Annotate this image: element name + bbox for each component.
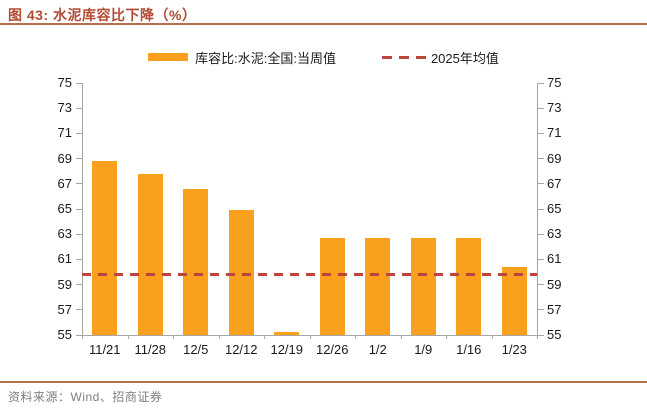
bar-1/23	[501, 266, 527, 335]
figure-title: 图 43: 水泥库容比下降（%）	[8, 7, 197, 23]
mean-dashed-line	[82, 273, 537, 277]
x-axis-label: 11/21	[88, 342, 121, 357]
x-axis-label: 12/19	[270, 342, 304, 357]
y-tick-left	[76, 183, 82, 185]
x-tick	[127, 335, 129, 339]
y-axis-label-left: 73	[57, 100, 72, 116]
y-axis-label-left: 75	[57, 75, 72, 90]
x-axis-label: 12/26	[315, 342, 349, 357]
bar-12/5	[183, 188, 209, 335]
y-tick-left	[76, 284, 82, 286]
x-tick	[537, 335, 538, 339]
y-tick-right	[537, 284, 544, 286]
y-tick-left	[76, 132, 82, 134]
y-tick-right	[537, 309, 544, 311]
legend-dash-swatch	[381, 55, 426, 59]
y-tick-left	[76, 334, 82, 336]
y-axis-label-right: 57	[547, 301, 562, 317]
y-axis-label-right: 71	[547, 125, 562, 141]
y-tick-right	[537, 258, 544, 260]
y-tick-right	[537, 208, 544, 210]
y-axis-label-right: 61	[547, 251, 562, 267]
x-axis-label: 1/23	[501, 342, 527, 357]
y-axis-label-left: 59	[57, 276, 72, 292]
x-tick	[173, 335, 174, 339]
footer-divider	[0, 381, 647, 383]
x-tick	[355, 335, 356, 339]
y-axis-label-right: 73	[547, 100, 562, 116]
y-tick-right	[537, 132, 544, 134]
x-tick	[309, 335, 311, 339]
y-axis-label-right: 69	[547, 150, 562, 166]
y-axis-label-left: 65	[57, 201, 72, 216]
x-tick	[264, 335, 265, 339]
y-axis-label-right: 65	[547, 201, 562, 216]
bar-12/26	[319, 237, 345, 335]
y-axis-label-right: 55	[547, 327, 562, 342]
x-tick	[218, 335, 220, 339]
y-axis-left	[82, 83, 83, 335]
y-tick-left	[76, 309, 82, 311]
x-axis-label: 12/5	[183, 342, 209, 357]
y-axis-label-left: 55	[57, 327, 72, 342]
legend-line-label: 2025年均值	[430, 50, 499, 66]
y-tick-right	[537, 107, 544, 109]
y-tick-left	[76, 208, 82, 210]
title-divider	[0, 23, 647, 25]
x-axis-label: 1/9	[414, 342, 433, 357]
source-note: 资料来源：Wind、招商证券	[8, 390, 163, 404]
y-axis-label-right: 75	[547, 75, 562, 90]
legend-bar-label: 库容比:水泥:全国:当周值	[195, 50, 336, 66]
x-axis-label: 1/2	[368, 342, 387, 357]
y-axis-label-left: 67	[57, 175, 72, 191]
y-axis-label-right: 67	[547, 175, 562, 191]
y-tick-left	[76, 82, 82, 84]
y-axis-label-left: 63	[57, 226, 72, 242]
x-axis-label: 12/12	[224, 342, 258, 357]
y-axis-label-left: 69	[57, 150, 72, 166]
bar-1/2	[365, 237, 391, 335]
y-tick-right	[537, 233, 544, 235]
y-tick-right	[537, 82, 544, 84]
y-tick-right	[537, 183, 544, 185]
x-tick	[400, 335, 402, 339]
bar-1/16	[456, 237, 482, 335]
y-axis-label-left: 71	[57, 125, 72, 141]
y-tick-left	[76, 233, 82, 235]
y-axis-label-left: 57	[57, 301, 72, 317]
bar-11/21	[92, 161, 118, 335]
x-tick	[491, 335, 493, 339]
bar-12/12	[228, 210, 254, 335]
x-tick	[446, 335, 447, 339]
bar-11/28	[137, 173, 163, 335]
legend-bar-swatch	[148, 53, 189, 61]
y-tick-left	[76, 158, 82, 160]
x-axis-label: 1/16	[456, 342, 482, 357]
x-tick	[82, 335, 83, 339]
y-tick-right	[537, 334, 544, 336]
bar-1/9	[410, 237, 436, 335]
x-axis-label: 11/28	[134, 342, 167, 357]
chart-legend: 库容比:水泥:全国:当周值 2025年均值	[0, 48, 647, 66]
y-tick-left	[76, 258, 82, 260]
y-axis-label-right: 63	[547, 226, 562, 242]
y-axis-label-left: 61	[57, 251, 72, 267]
bar-12/19	[274, 332, 300, 335]
y-tick-left	[76, 107, 82, 109]
y-axis-label-right: 59	[547, 276, 562, 292]
y-tick-right	[537, 158, 544, 160]
